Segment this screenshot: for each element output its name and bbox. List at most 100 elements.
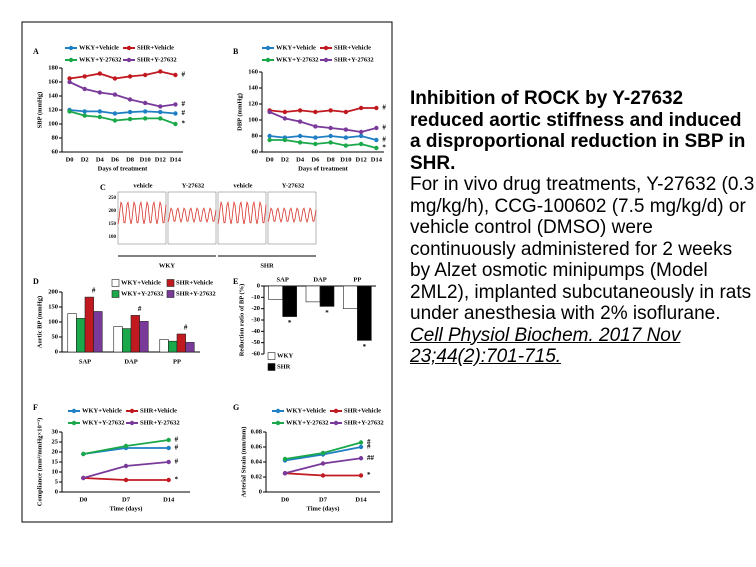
y-tick-label: 120 (248, 100, 258, 107)
legend-label: WKY+Y-27632 (276, 56, 318, 63)
legend-label: SHR+Y-27632 (334, 56, 374, 63)
legend-label: SHR+Y-27632 (176, 290, 216, 297)
point (374, 145, 379, 151)
point (358, 456, 364, 461)
legend-label: SHR+Vehicle (140, 407, 177, 414)
y-tick-label: 150 (48, 303, 58, 310)
series-line (269, 107, 377, 113)
point (282, 471, 288, 476)
x-tick-label: DAP (313, 276, 326, 283)
legend-label: WKY+Vehicle (82, 407, 122, 414)
point (297, 108, 303, 113)
point (282, 456, 288, 462)
y-tick-label: 120 (48, 106, 58, 113)
legend-label: WKY (277, 352, 294, 359)
column-label: vehicle (233, 182, 252, 189)
x-tick-label: D12 (155, 156, 166, 163)
bar (122, 328, 132, 353)
y-tick-label: 80 (52, 134, 59, 141)
y-tick-label: 0.06 (251, 443, 263, 450)
x-tick-label: D4 (296, 156, 305, 163)
point (358, 440, 364, 445)
y-axis-label: Aortic BP (mmHg) (36, 296, 43, 348)
trace-y-tick: 250 (109, 196, 117, 201)
bar (357, 285, 372, 341)
legend-label: SHR+Y-27632 (137, 56, 177, 63)
annotation: # (92, 287, 96, 295)
x-tick-label: D6 (311, 156, 320, 163)
point (313, 135, 318, 140)
bar (139, 321, 149, 353)
annotation: # (382, 124, 386, 132)
x-tick-label: D6 (111, 156, 120, 163)
point (267, 137, 272, 143)
series-line (269, 111, 377, 133)
x-tick-label: D2 (81, 156, 89, 163)
y-tick-label: 5 (55, 478, 59, 485)
x-tick-label: D0 (79, 496, 87, 503)
y-tick-label: 25 (52, 438, 59, 445)
bar (343, 285, 358, 309)
y-tick-label: 140 (248, 84, 258, 91)
point (320, 473, 326, 478)
bar (305, 285, 321, 303)
point (82, 109, 87, 114)
point (112, 111, 118, 116)
y-tick-label: 0.04 (251, 458, 263, 465)
legend-label: SHR+Vehicle (137, 44, 174, 51)
x-tick-label: SAP (277, 276, 289, 283)
point (67, 79, 72, 85)
annotation: # (382, 104, 386, 112)
point (127, 97, 133, 102)
y-tick-label: -20 (251, 305, 260, 312)
legend-marker (323, 45, 329, 51)
point (158, 104, 163, 109)
point (374, 105, 379, 111)
point (297, 140, 303, 145)
point (127, 74, 133, 79)
x-tick-label: PP (353, 276, 361, 283)
point (358, 141, 364, 147)
bar (268, 285, 283, 300)
caption-title: Inhibition of ROCK by Y-27632 reduced ao… (410, 88, 746, 174)
x-tick-label: D14 (371, 156, 383, 163)
citation-link[interactable]: Cell Physiol Biochem. 2017 Nov 23;44(2):… (410, 324, 681, 368)
x-tick-label: DAP (124, 358, 137, 365)
y-tick-label: -30 (251, 316, 260, 323)
x-tick-label: D10 (340, 156, 351, 163)
series-line (69, 70, 176, 80)
legend-label: SHR+Y-27632 (344, 419, 384, 426)
annotation: # (181, 109, 185, 117)
y-tick-label: -50 (251, 339, 260, 346)
series-line (269, 139, 377, 149)
annotation: # (181, 71, 185, 79)
point (67, 76, 72, 81)
annotation: # (382, 136, 386, 144)
bar (130, 315, 140, 353)
annotation: # (184, 324, 188, 332)
y-tick-label: 15 (52, 458, 59, 465)
y-tick-label: -60 (251, 350, 260, 357)
point (123, 463, 129, 469)
legend-marker (333, 408, 339, 414)
legend-swatch (267, 352, 276, 360)
point (166, 477, 171, 483)
bar (113, 326, 123, 353)
pressure-trace (167, 207, 217, 224)
legend-marker (68, 57, 74, 63)
point (374, 125, 379, 131)
bar (282, 285, 297, 317)
panel-label: E (233, 277, 238, 286)
point (358, 444, 364, 450)
legend-marker (71, 420, 77, 426)
point (358, 105, 364, 111)
annotation: * (363, 343, 367, 351)
point (142, 109, 148, 114)
point (112, 92, 118, 97)
point (313, 124, 318, 129)
point (374, 137, 379, 143)
y-tick-label: 180 (48, 64, 58, 71)
caption-body: For in vivo drug treatments, Y-27632 (0.… (410, 174, 755, 368)
annotation: ## (367, 454, 375, 462)
annotation: # (367, 438, 371, 446)
